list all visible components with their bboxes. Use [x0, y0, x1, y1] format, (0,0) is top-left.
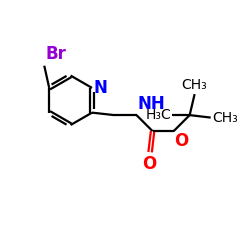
- Text: CH₃: CH₃: [182, 78, 208, 92]
- Text: NH: NH: [137, 95, 165, 113]
- Text: N: N: [94, 79, 108, 97]
- Text: Br: Br: [46, 45, 66, 63]
- Text: CH₃: CH₃: [212, 110, 238, 124]
- Text: H₃C: H₃C: [146, 108, 171, 122]
- Text: O: O: [142, 155, 156, 173]
- Text: O: O: [174, 132, 188, 150]
